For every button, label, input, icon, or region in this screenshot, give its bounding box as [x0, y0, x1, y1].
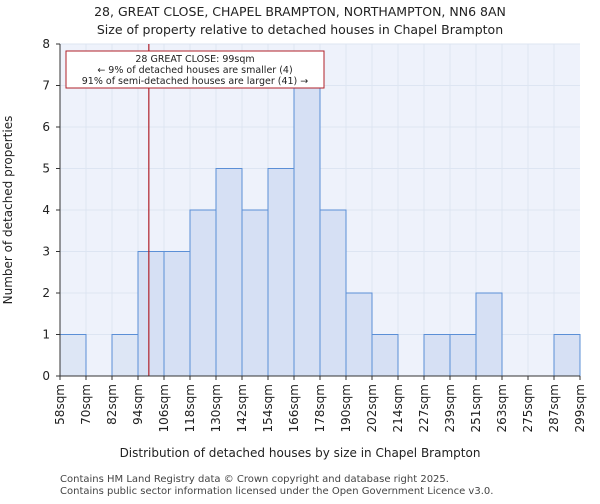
- x-tick-label: 106sqm: [157, 384, 171, 432]
- bar: [319, 209, 347, 377]
- x-tick-label: 154sqm: [261, 384, 275, 432]
- property-marker: 28 GREAT CLOSE: 99sqm← 9% of detached ho…: [65, 44, 325, 376]
- y-tick-label: 7: [42, 79, 50, 93]
- bar: [553, 334, 581, 377]
- x-tick-label: 94sqm: [131, 384, 145, 425]
- x-tick-label: 214sqm: [391, 384, 405, 432]
- y-tick-label: 1: [42, 328, 50, 342]
- footer-line-1: Contains HM Land Registry data © Crown c…: [60, 474, 449, 485]
- x-tick-label: 70sqm: [79, 384, 93, 425]
- x-tick-label: 251sqm: [469, 384, 483, 432]
- bar: [449, 334, 477, 377]
- bar: [215, 168, 243, 377]
- x-tick-label: 58sqm: [53, 384, 67, 425]
- y-tick-label: 6: [42, 120, 50, 134]
- bar: [189, 209, 217, 377]
- bar: [293, 85, 321, 377]
- bar: [423, 334, 451, 377]
- y-axis-label: Number of detached properties: [1, 116, 15, 305]
- x-tick-label: 166sqm: [287, 384, 301, 432]
- x-tick-label: 299sqm: [573, 384, 587, 432]
- bar: [267, 168, 295, 377]
- x-tick-label: 202sqm: [365, 384, 379, 432]
- x-tick-label: 82sqm: [105, 384, 119, 425]
- bar: [59, 334, 87, 377]
- chart-title: 28, GREAT CLOSE, CHAPEL BRAMPTON, NORTHA…: [94, 4, 506, 19]
- x-tick-label: 227sqm: [417, 384, 431, 432]
- y-tick-label: 2: [42, 286, 50, 300]
- y-tick-label: 4: [42, 203, 50, 217]
- x-axis-label: Distribution of detached houses by size …: [120, 446, 481, 460]
- annotation-line: 91% of semi-detached houses are larger (…: [82, 76, 309, 87]
- chart-subtitle: Size of property relative to detached ho…: [97, 22, 503, 37]
- annotation-line: ← 9% of detached houses are smaller (4): [97, 65, 292, 76]
- x-tick-label: 287sqm: [547, 384, 561, 432]
- bar: [111, 334, 139, 377]
- bar: [371, 334, 399, 377]
- bar: [241, 209, 269, 377]
- y-tick-label: 8: [42, 37, 50, 51]
- x-tick-label: 178sqm: [313, 384, 327, 432]
- annotation-line: 28 GREAT CLOSE: 99sqm: [135, 54, 254, 65]
- bar: [137, 251, 165, 377]
- y-tick-label: 0: [42, 369, 50, 383]
- bar: [345, 292, 373, 377]
- x-tick-label: 190sqm: [339, 384, 353, 432]
- y-tick-label: 5: [42, 162, 50, 176]
- bar: [163, 251, 191, 377]
- annotation-box: [65, 50, 325, 89]
- y-tick-label: 3: [42, 245, 50, 259]
- x-tick-label: 239sqm: [443, 384, 457, 432]
- x-tick-label: 142sqm: [235, 384, 249, 432]
- x-tick-label: 118sqm: [183, 384, 197, 432]
- bar: [475, 292, 503, 377]
- x-tick-label: 275sqm: [521, 384, 535, 432]
- x-tick-label: 263sqm: [495, 384, 509, 432]
- x-tick-label: 130sqm: [209, 384, 223, 432]
- footer-line-2: Contains public sector information licen…: [60, 486, 493, 497]
- y-axis-ticks: 0 1 2 3 4 5 6 7 8: [42, 37, 60, 383]
- bars: [59, 85, 581, 377]
- x-axis-ticks: 58sqm 70sqm 82sqm 94sqm 106sqm 118sqm 130sqm 14…: [53, 376, 587, 432]
